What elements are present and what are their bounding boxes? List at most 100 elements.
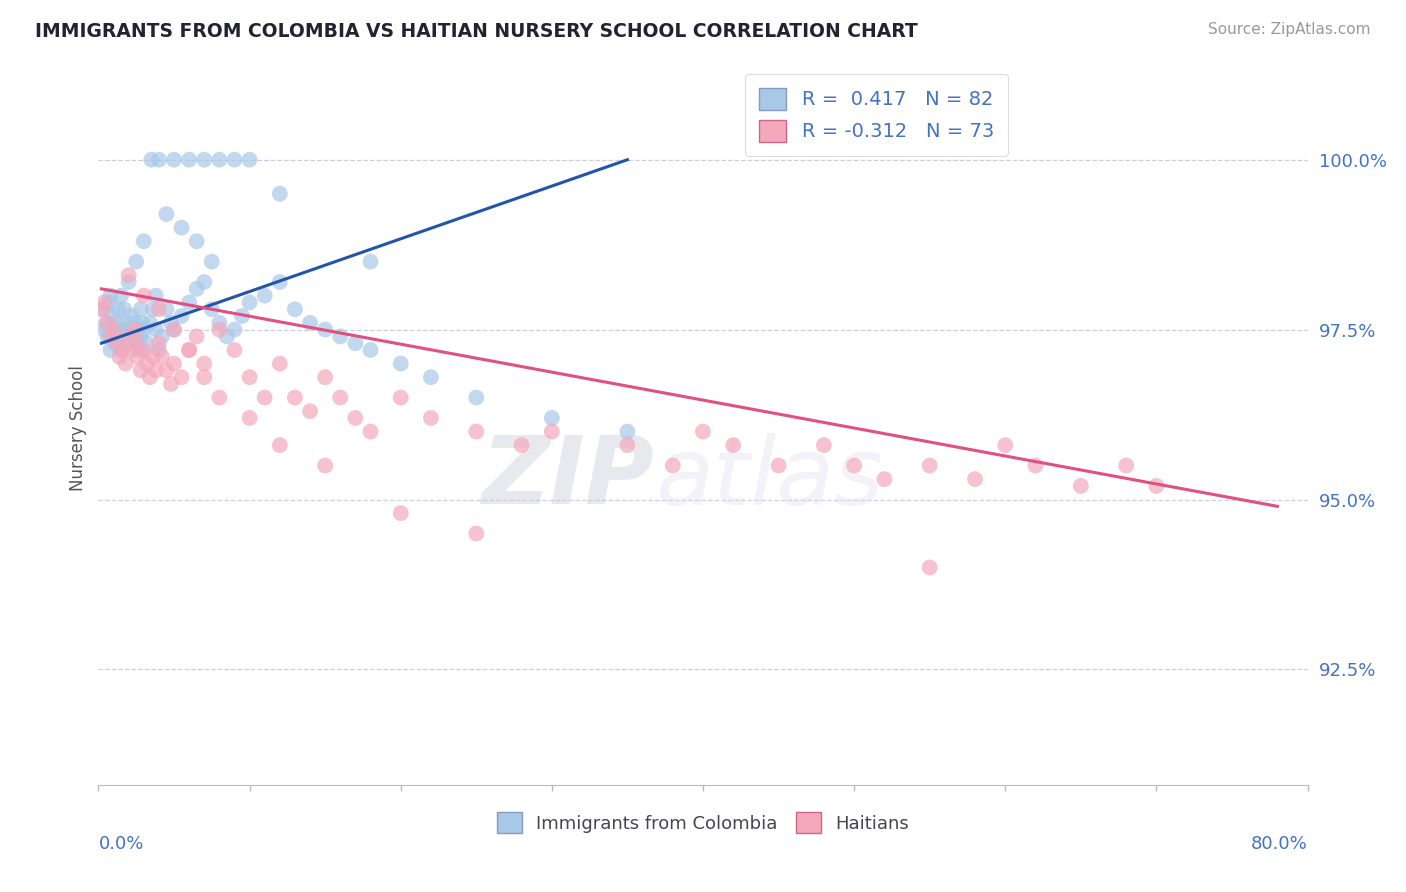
- Point: [100, 288, 122, 302]
- Point: [873, 472, 896, 486]
- Point: [239, 370, 262, 384]
- Point: [186, 282, 208, 296]
- Point: [103, 323, 125, 337]
- Point: [100, 343, 122, 357]
- Point: [360, 343, 382, 357]
- Point: [344, 411, 367, 425]
- Point: [118, 336, 141, 351]
- Point: [239, 153, 262, 167]
- Point: [132, 234, 155, 248]
- Point: [125, 336, 148, 351]
- Point: [314, 458, 336, 473]
- Point: [186, 234, 208, 248]
- Point: [540, 411, 562, 425]
- Point: [253, 288, 276, 302]
- Point: [142, 350, 165, 364]
- Point: [186, 329, 208, 343]
- Point: [163, 153, 186, 167]
- Point: [179, 295, 201, 310]
- Point: [148, 153, 170, 167]
- Point: [148, 336, 170, 351]
- Point: [208, 153, 231, 167]
- Point: [118, 268, 141, 283]
- Point: [98, 295, 121, 310]
- Point: [121, 309, 143, 323]
- Point: [813, 438, 835, 452]
- Point: [108, 329, 131, 343]
- Point: [239, 411, 262, 425]
- Point: [142, 302, 165, 317]
- Point: [129, 329, 152, 343]
- Point: [114, 357, 136, 371]
- Point: [179, 343, 201, 357]
- Text: Source: ZipAtlas.com: Source: ZipAtlas.com: [1208, 22, 1371, 37]
- Point: [239, 295, 262, 310]
- Point: [269, 438, 291, 452]
- Point: [465, 391, 488, 405]
- Point: [132, 288, 155, 302]
- Point: [124, 323, 146, 337]
- Point: [329, 329, 352, 343]
- Point: [193, 370, 215, 384]
- Point: [150, 329, 173, 343]
- Point: [420, 411, 443, 425]
- Point: [155, 302, 177, 317]
- Point: [616, 438, 638, 452]
- Point: [94, 316, 117, 330]
- Point: [269, 357, 291, 371]
- Point: [132, 343, 155, 357]
- Point: [465, 425, 488, 439]
- Point: [224, 153, 246, 167]
- Point: [108, 350, 131, 364]
- Point: [120, 323, 142, 337]
- Point: [389, 506, 412, 520]
- Point: [96, 329, 118, 343]
- Point: [231, 309, 253, 323]
- Point: [193, 153, 215, 167]
- Point: [148, 302, 170, 317]
- Point: [201, 254, 224, 268]
- Point: [160, 316, 183, 330]
- Point: [128, 343, 150, 357]
- Point: [768, 458, 790, 473]
- Point: [90, 302, 112, 317]
- Point: [127, 350, 149, 364]
- Point: [170, 309, 193, 323]
- Point: [103, 323, 125, 337]
- Point: [465, 526, 488, 541]
- Point: [360, 254, 382, 268]
- Point: [163, 323, 186, 337]
- Point: [145, 288, 167, 302]
- Point: [160, 376, 183, 391]
- Point: [994, 438, 1017, 452]
- Point: [208, 323, 231, 337]
- Point: [114, 316, 136, 330]
- Point: [269, 186, 291, 201]
- Text: atlas: atlas: [655, 433, 883, 524]
- Point: [112, 302, 135, 317]
- Point: [124, 316, 146, 330]
- Point: [170, 370, 193, 384]
- Point: [253, 391, 276, 405]
- Point: [269, 275, 291, 289]
- Point: [125, 323, 148, 337]
- Point: [145, 323, 167, 337]
- Y-axis label: Nursery School: Nursery School: [69, 365, 87, 491]
- Point: [661, 458, 683, 473]
- Point: [420, 370, 443, 384]
- Point: [918, 560, 941, 574]
- Point: [135, 357, 157, 371]
- Point: [93, 323, 115, 337]
- Point: [215, 329, 238, 343]
- Point: [692, 425, 714, 439]
- Point: [314, 323, 336, 337]
- Point: [193, 275, 215, 289]
- Point: [155, 207, 177, 221]
- Text: IMMIGRANTS FROM COLOMBIA VS HAITIAN NURSERY SCHOOL CORRELATION CHART: IMMIGRANTS FROM COLOMBIA VS HAITIAN NURS…: [35, 22, 918, 41]
- Point: [918, 458, 941, 473]
- Point: [170, 220, 193, 235]
- Point: [114, 323, 136, 337]
- Point: [163, 357, 186, 371]
- Point: [111, 343, 134, 357]
- Point: [131, 316, 153, 330]
